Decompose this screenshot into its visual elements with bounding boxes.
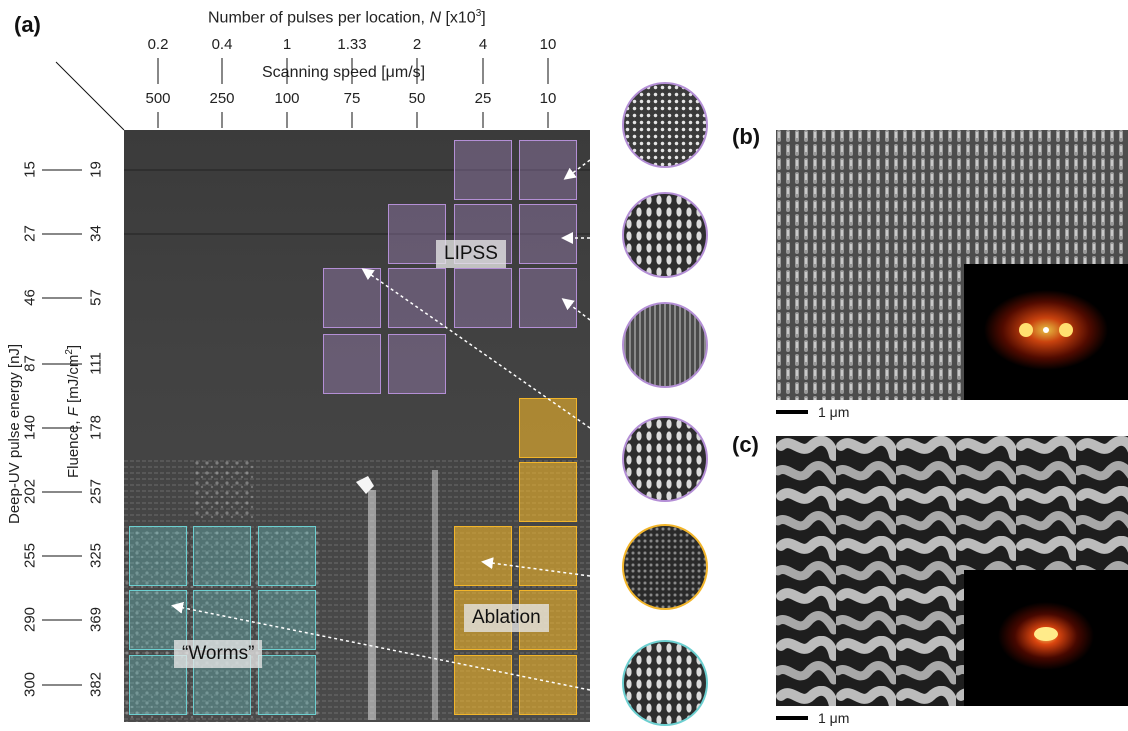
pulses-axis-title: Number of pulses per location, N [x103] <box>208 8 486 27</box>
zoom-circle-lipss <box>622 192 708 278</box>
lipss-region-box <box>388 334 446 394</box>
ablation-region-box <box>519 526 577 586</box>
fluence-tick-label: 382 <box>87 671 105 698</box>
worms-region-box <box>258 655 316 715</box>
scale-label-c: 1 μm <box>818 710 850 726</box>
zoom-circle-lipss <box>622 302 708 388</box>
panel-label-b: (b) <box>732 124 761 149</box>
speed-axis-title: Scanning speed [μm/s] <box>262 64 426 81</box>
zoom-circle-lipss <box>622 416 708 502</box>
pulses-tick-label: 10 <box>539 36 557 53</box>
energy-tick-label: 300 <box>21 671 39 698</box>
panel-label-a: (a) <box>14 12 41 37</box>
energy-tick-label: 27 <box>21 225 39 242</box>
energy-tick-label: 46 <box>21 289 39 306</box>
scale-bar-b <box>776 410 808 414</box>
lipss-region-label: LIPSS <box>436 240 506 268</box>
energy-axis-title: Deep-UV pulse energy [nJ] <box>6 343 23 524</box>
pulses-tick-label: 1.33 <box>337 36 367 53</box>
zoom-circle-ablation <box>622 524 708 610</box>
speed-tick-label: 500 <box>145 90 171 107</box>
pulses-tick-label: 4 <box>478 36 488 53</box>
lipss-region-box <box>454 140 512 200</box>
pulses-tick-label: 1 <box>282 36 292 53</box>
ablation-region-box <box>519 398 577 458</box>
worms-region-box <box>193 526 251 586</box>
energy-tick-label: 255 <box>21 542 39 569</box>
speed-tick-label: 25 <box>474 90 492 107</box>
ablation-region-box <box>519 462 577 522</box>
scale-label-b: 1 μm <box>818 404 850 420</box>
energy-tick-label: 140 <box>21 414 39 441</box>
lipss-fft-inset <box>964 264 1128 400</box>
pulses-tick-label: 0.4 <box>211 36 233 53</box>
ablation-region-box <box>519 655 577 715</box>
ablation-region-box <box>454 526 512 586</box>
fluence-tick-label: 57 <box>87 289 105 306</box>
scale-bar-c <box>776 716 808 720</box>
lipss-region-box <box>519 268 577 328</box>
fluence-tick-label: 19 <box>87 161 105 178</box>
pulses-tick-label: 2 <box>412 36 422 53</box>
fluence-tick-label: 325 <box>87 542 105 569</box>
speed-tick-label: 75 <box>343 90 361 107</box>
panel-label-c: (c) <box>732 432 759 457</box>
energy-tick-label: 87 <box>21 355 39 372</box>
worms-region-box <box>258 590 316 650</box>
fluence-tick-label: 178 <box>87 414 105 441</box>
fluence-tick-label: 34 <box>87 225 105 242</box>
energy-tick-label: 290 <box>21 606 39 633</box>
sample-overview-image: LIPSS Ablation “Worms” <box>124 130 590 722</box>
energy-tick-label: 15 <box>21 161 39 178</box>
speed-tick-label: 10 <box>539 90 557 107</box>
worms-region-label: “Worms” <box>174 640 263 668</box>
lipss-sem-image <box>776 130 1128 400</box>
pulses-tick-label: 0.2 <box>147 36 169 53</box>
fluence-tick-label: 111 <box>87 352 105 375</box>
lipss-region-box <box>388 268 446 328</box>
lipss-region-box <box>323 268 381 328</box>
worms-region-box <box>129 526 187 586</box>
worms-sem-image <box>776 436 1128 706</box>
worms-fft-inset <box>964 570 1128 706</box>
fluence-axis-title: Fluence, F [mJ/cm2] <box>64 344 82 478</box>
speed-tick-label: 250 <box>209 90 235 107</box>
zoom-circle-worms <box>622 640 708 726</box>
fluence-tick-label: 369 <box>87 606 105 633</box>
fluence-tick-label: 257 <box>87 478 105 505</box>
energy-tick-label: 202 <box>21 478 39 505</box>
lipss-region-box <box>323 334 381 394</box>
lipss-region-box <box>454 268 512 328</box>
worms-region-box <box>258 526 316 586</box>
speed-tick-label: 50 <box>408 90 426 107</box>
ablation-region-label: Ablation <box>464 604 549 632</box>
speed-tick-label: 100 <box>274 90 300 107</box>
zoom-circle-lipss <box>622 82 708 168</box>
